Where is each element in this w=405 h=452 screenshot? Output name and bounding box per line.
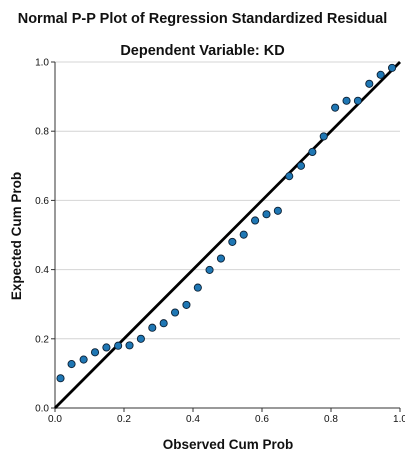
y-tick-label: 0.8 bbox=[35, 127, 49, 138]
data-point bbox=[296, 161, 306, 170]
data-point bbox=[388, 63, 397, 72]
data-point bbox=[376, 70, 385, 79]
y-tick-label: 0.4 bbox=[35, 265, 49, 276]
x-tick-label: 0.2 bbox=[117, 414, 131, 425]
data-point bbox=[102, 343, 111, 352]
y-tick-label: 0.0 bbox=[35, 404, 49, 415]
gridlines bbox=[55, 61, 400, 340]
y-tick-label: 0.2 bbox=[35, 334, 49, 345]
data-point bbox=[125, 341, 134, 350]
x-tick-label: 0.0 bbox=[48, 414, 62, 425]
data-point bbox=[114, 341, 123, 350]
chart-title: Normal P-P Plot of Regression Standardiz… bbox=[17, 11, 388, 27]
data-point bbox=[353, 96, 362, 105]
y-axis-label: Expected Cum Prob bbox=[9, 172, 24, 300]
data-point bbox=[67, 360, 76, 369]
y-tick-label: 1.0 bbox=[35, 58, 49, 69]
data-point bbox=[342, 96, 351, 105]
data-point bbox=[56, 374, 65, 383]
y-tick-label: 0.6 bbox=[35, 196, 49, 207]
x-axis-label: Observed Cum Prob bbox=[163, 437, 294, 452]
x-tick-label: 1.0 bbox=[393, 414, 405, 425]
data-point bbox=[251, 216, 260, 225]
data-point bbox=[239, 230, 248, 239]
data-point bbox=[193, 283, 202, 292]
data-point bbox=[331, 103, 340, 112]
chart-subtitle: Dependent Variable: KD bbox=[120, 43, 285, 59]
data-point bbox=[79, 355, 88, 364]
data-point bbox=[262, 210, 271, 219]
data-point bbox=[205, 265, 214, 274]
data-point bbox=[216, 254, 225, 263]
data-point bbox=[148, 323, 157, 332]
data-point bbox=[159, 319, 168, 328]
data-point bbox=[171, 308, 180, 317]
data-points bbox=[56, 63, 397, 383]
data-point bbox=[90, 348, 100, 357]
data-point bbox=[319, 132, 328, 141]
data-point bbox=[228, 237, 237, 246]
x-tick-label: 0.6 bbox=[255, 414, 269, 425]
x-tick-label: 0.8 bbox=[324, 414, 338, 425]
data-point bbox=[365, 79, 374, 88]
data-point bbox=[285, 172, 294, 181]
data-point bbox=[308, 147, 317, 157]
data-point bbox=[182, 300, 191, 309]
data-point bbox=[273, 206, 282, 215]
data-point bbox=[136, 334, 145, 343]
x-tick-label: 0.4 bbox=[186, 414, 200, 425]
reference-line-group bbox=[54, 61, 401, 409]
axes bbox=[51, 61, 401, 412]
reference-line bbox=[54, 61, 401, 409]
tick-labels: 0.0 0.2 0.4 0.6 0.8 1.0 0.0 0.2 0.4 0.6 0.8 1.0 bbox=[35, 58, 405, 426]
